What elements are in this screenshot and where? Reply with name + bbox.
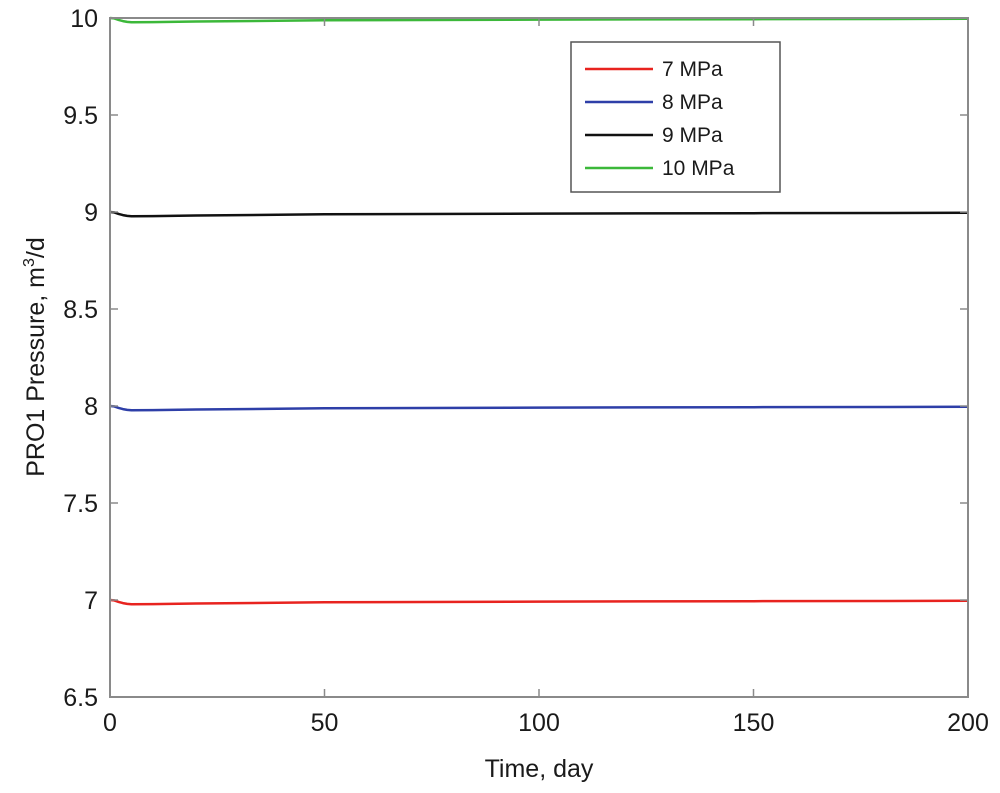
legend-label-1: 7 MPa xyxy=(662,58,723,81)
x-tick-label: 200 xyxy=(947,709,989,737)
plot-area xyxy=(110,18,968,697)
x-tick-label: 100 xyxy=(518,709,560,737)
series-line-4 xyxy=(109,16,969,24)
y-axis-label-superscript: 3 xyxy=(21,258,38,267)
y-axis-label-main: PRO1 Pressure, m xyxy=(22,267,50,477)
series-line-2 xyxy=(109,404,969,412)
y-axis-label-tail: /d xyxy=(22,237,50,258)
x-axis-label: Time, day xyxy=(485,755,594,783)
y-tick-label: 10 xyxy=(70,5,98,33)
x-tick-label: 50 xyxy=(311,709,339,737)
legend-label-2: 8 MPa xyxy=(662,91,723,114)
series-layer xyxy=(109,16,969,606)
legend-label-3: 9 MPa xyxy=(662,124,723,147)
legend-label-4: 10 MPa xyxy=(662,157,735,180)
tick-layer: 0 50 100 150 200 6.5 7 7.5 8 8.5 9 9.5 10 xyxy=(63,5,989,737)
x-tick-label: 0 xyxy=(103,709,117,737)
y-tick-label: 8.5 xyxy=(63,296,98,324)
y-tick-label: 7 xyxy=(84,587,98,615)
y-tick-label: 8 xyxy=(84,393,98,421)
legend: 7 MPa 8 MPa 9 MPa 10 MPa xyxy=(570,41,781,193)
y-tick-label: 7.5 xyxy=(63,490,98,518)
y-axis-label: PRO1 Pressure, m3/d xyxy=(21,237,50,477)
y-tick-label: 9.5 xyxy=(63,102,98,130)
y-tick-label: 9 xyxy=(84,199,98,227)
x-tick-label: 150 xyxy=(733,709,775,737)
series-line-1 xyxy=(109,598,969,606)
y-tick-label: 6.5 xyxy=(63,684,98,712)
series-line-3 xyxy=(109,210,969,218)
plot-frame xyxy=(109,17,969,698)
